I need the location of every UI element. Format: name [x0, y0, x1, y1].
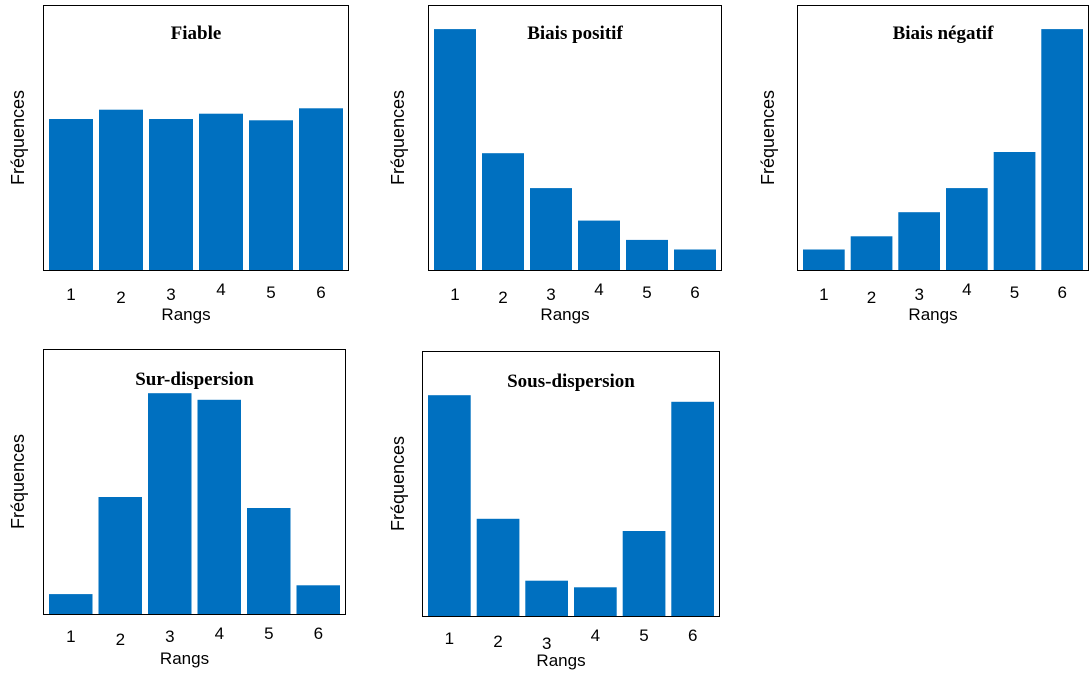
y-axis-label: Fréquences — [8, 90, 28, 185]
x-tick-label: 6 — [1057, 283, 1066, 302]
x-axis-label: Rangs — [161, 305, 210, 324]
x-tick-label: 4 — [591, 626, 600, 645]
x-tick-label: 6 — [690, 283, 699, 302]
chart-title: Sur-dispersion — [135, 369, 254, 390]
x-tick-label: 2 — [116, 630, 125, 649]
bar-5 — [626, 239, 668, 270]
x-tick-label: 1 — [445, 629, 454, 648]
x-tick-label: 2 — [116, 288, 125, 307]
bar-6 — [299, 108, 343, 270]
bar-2 — [482, 153, 524, 270]
bar-6 — [296, 585, 340, 614]
plot-frame — [422, 351, 720, 617]
plot-frame — [428, 5, 722, 271]
x-tick-label: 5 — [642, 283, 651, 302]
x-tick-label: 6 — [688, 626, 697, 645]
x-tick-label: 6 — [314, 624, 323, 643]
x-tick-label: 1 — [66, 627, 75, 646]
x-tick-label: 4 — [216, 280, 225, 299]
x-tick-label: 3 — [914, 285, 923, 304]
y-axis-label: Fréquences — [388, 436, 408, 531]
bar-4 — [578, 220, 620, 270]
bar-6 — [674, 249, 716, 270]
bar-1 — [434, 29, 476, 270]
x-tick-label: 5 — [639, 626, 648, 645]
x-axis-label: Rangs — [160, 649, 209, 668]
x-tick-label: 1 — [450, 285, 459, 304]
bar-5 — [622, 531, 666, 616]
x-tick-label: 2 — [867, 288, 876, 307]
x-axis-label: Rangs — [908, 305, 957, 324]
chart-title: Biais négatif — [893, 23, 994, 44]
x-tick-label: 3 — [166, 285, 175, 304]
bar-6 — [671, 401, 714, 616]
bar-3 — [149, 119, 193, 270]
bar-1 — [428, 395, 471, 616]
bar-4 — [946, 188, 988, 270]
x-tick-label: 2 — [498, 288, 507, 307]
bar-4 — [199, 113, 243, 270]
chart-title: Biais positif — [527, 23, 623, 44]
x-tick-label: 3 — [546, 285, 555, 304]
x-tick-label: 1 — [819, 285, 828, 304]
x-tick-label: 5 — [1010, 283, 1019, 302]
y-axis-label: Fréquences — [388, 90, 408, 185]
bar-2 — [850, 236, 893, 270]
bar-1 — [803, 249, 845, 270]
x-tick-label: 1 — [66, 285, 75, 304]
bar-1 — [49, 594, 93, 614]
x-tick-label: 4 — [215, 624, 224, 643]
bar-5 — [249, 120, 293, 270]
bar-1 — [49, 119, 93, 270]
x-tick-label: 2 — [493, 632, 502, 651]
y-axis-label: Fréquences — [8, 434, 28, 529]
bar-4 — [574, 587, 617, 616]
bar-5 — [247, 508, 291, 614]
x-tick-label: 5 — [266, 283, 275, 302]
plot-frame — [43, 5, 349, 271]
bar-2 — [98, 497, 142, 614]
bar-2 — [99, 109, 143, 270]
bar-3 — [148, 393, 192, 614]
x-tick-label: 3 — [542, 634, 551, 653]
bar-2 — [476, 518, 520, 616]
chart-title: Sous-dispersion — [507, 371, 635, 392]
chart-title: Fiable — [171, 23, 222, 44]
x-axis-label: Rangs — [540, 305, 589, 324]
x-tick-label: 4 — [962, 280, 971, 299]
bar-3 — [530, 188, 572, 270]
x-tick-label: 3 — [165, 627, 174, 646]
bar-3 — [525, 580, 568, 616]
bar-5 — [993, 152, 1036, 270]
x-tick-label: 6 — [316, 283, 325, 302]
x-axis-label: Rangs — [536, 651, 585, 670]
x-tick-label: 4 — [594, 280, 603, 299]
bar-3 — [898, 212, 940, 270]
bar-6 — [1041, 29, 1083, 270]
bar-4 — [197, 399, 241, 614]
plot-frame — [43, 349, 346, 615]
x-tick-label: 5 — [264, 624, 273, 643]
y-axis-label: Fréquences — [758, 90, 778, 185]
